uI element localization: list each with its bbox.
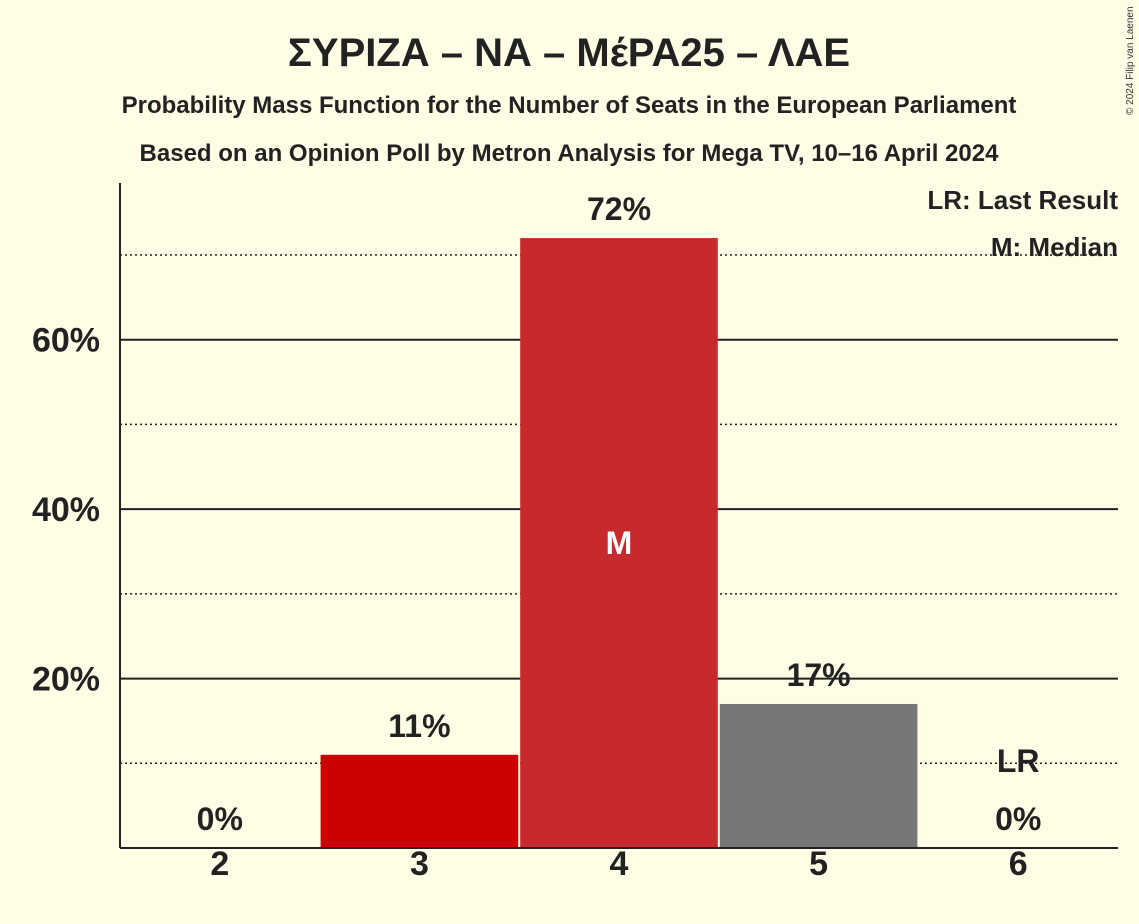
bar: [320, 754, 519, 848]
last-result-marker: LR: [997, 743, 1040, 779]
chart-subtitle-source: Based on an Opinion Poll by Metron Analy…: [140, 140, 1000, 167]
bar: [520, 238, 718, 848]
y-tick-label: 60%: [32, 322, 100, 360]
y-tick-label: 20%: [32, 661, 100, 699]
bar-value-label: 0%: [995, 801, 1041, 837]
legend-entry: LR: Last Result: [927, 185, 1118, 215]
bar: [719, 703, 918, 848]
chart-subtitle: Probability Mass Function for the Number…: [122, 92, 1017, 119]
bar-value-label: 11%: [388, 708, 450, 744]
x-tick-label: 6: [1009, 845, 1028, 883]
data-labels: 0% 11% 72% M 17% 0% LR: [197, 191, 1042, 837]
bar-value-label: 17%: [787, 657, 851, 693]
x-tick-label: 5: [809, 845, 828, 883]
bar-value-label: 72%: [587, 191, 651, 227]
axes: 20% 40% 60% 2 3 4 5 6: [32, 183, 1118, 883]
x-tick-label: 4: [610, 845, 629, 883]
bar-value-label: 0%: [197, 801, 243, 837]
bars: [320, 238, 918, 848]
x-tick-label: 3: [410, 845, 429, 883]
legend-entry: M: Median: [991, 232, 1118, 262]
legend: LR: Last Result M: Median: [927, 185, 1118, 262]
median-marker: M: [606, 525, 633, 561]
x-tick-label: 2: [210, 845, 229, 883]
y-tick-label: 40%: [32, 491, 100, 529]
chart-title: ΣΥΡΙΖΑ – ΝΑ – ΜέΡΑ25 – ΛΑΕ: [288, 31, 850, 75]
copyright-text: © 2024 Filip van Laenen: [1125, 6, 1136, 115]
